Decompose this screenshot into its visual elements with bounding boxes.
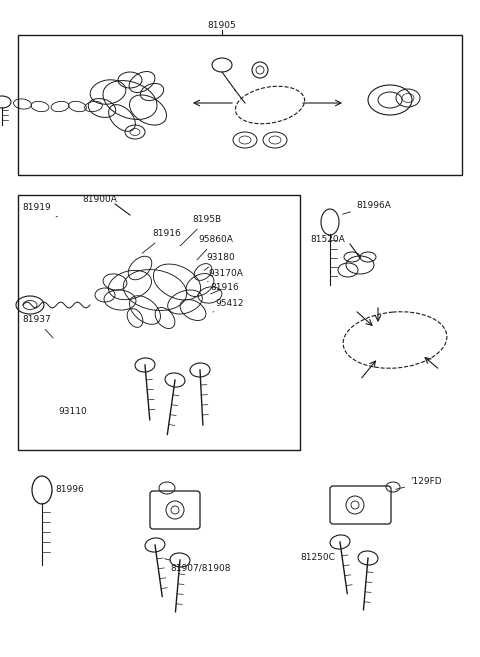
Text: 93170A: 93170A [207, 269, 243, 282]
Text: 81919: 81919 [22, 204, 58, 217]
Text: 81937: 81937 [22, 315, 53, 338]
Text: 81900A: 81900A [82, 196, 117, 204]
Text: 93180: 93180 [204, 254, 235, 270]
Text: 95860A: 95860A [197, 235, 233, 260]
Text: 95412: 95412 [213, 298, 243, 312]
Text: 81996: 81996 [52, 486, 84, 495]
Text: 93110: 93110 [58, 407, 87, 417]
Text: 81250C: 81250C [300, 553, 335, 562]
Bar [18, 35, 462, 175]
Text: 81907/81908: 81907/81908 [165, 558, 230, 572]
Text: 81996A: 81996A [343, 200, 391, 214]
Text: 81916: 81916 [142, 229, 181, 253]
Text: 81520A: 81520A [310, 235, 345, 244]
Bar [18, 195, 300, 450]
Text: '129FD: '129FD [396, 478, 442, 489]
Text: 81905: 81905 [208, 22, 236, 30]
Text: 8195B: 8195B [180, 215, 221, 246]
Text: 81916: 81916 [210, 284, 239, 294]
